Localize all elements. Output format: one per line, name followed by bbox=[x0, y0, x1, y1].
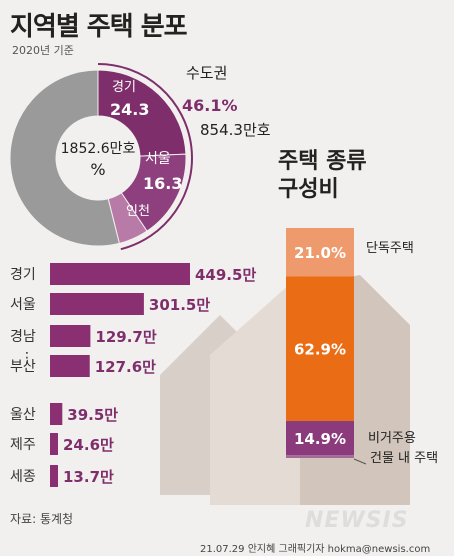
source-note: 자료: 통계청 bbox=[10, 512, 74, 526]
type-value-label-2: 14.9% bbox=[294, 430, 346, 448]
bar-category-4: 울산 bbox=[10, 407, 36, 423]
bar-value-label-4: 39.5만 bbox=[67, 406, 118, 424]
bar-2 bbox=[50, 325, 91, 347]
donut-value-gyeonggi: 24.3 bbox=[110, 100, 149, 119]
region-donut-chart: 1852.6만호 % 수도권 46.1% 854.3만호 경기 24.3 서울 … bbox=[9, 63, 271, 251]
bar-value-label-1: 301.5만 bbox=[149, 296, 210, 314]
type-name-nonresidential-0: 비거주용 bbox=[368, 431, 416, 446]
capital-region-bracket bbox=[97, 63, 193, 251]
bar-4 bbox=[50, 403, 63, 425]
type-value-label-0: 21.0% bbox=[294, 244, 346, 262]
bar-category-2: 경남 bbox=[10, 329, 36, 345]
bar-value-label-3: 127.6만 bbox=[95, 358, 156, 376]
donut-slice-3 bbox=[9, 69, 120, 247]
housing-type-stacked-bar: 21.0%62.9%14.9%단독주택아파트연립/다세대비거주용건물 내 주택 bbox=[286, 228, 438, 466]
bar-ellipsis: ⋮ bbox=[20, 350, 34, 366]
bar-value-label-6: 13.7만 bbox=[63, 468, 114, 486]
bar-category-0: 경기 bbox=[10, 267, 36, 283]
type-value-label-1: 62.9% bbox=[294, 341, 346, 359]
donut-value-seoul: 16.3 bbox=[143, 174, 182, 193]
capital-pct: 46.1% bbox=[182, 96, 238, 115]
bar-category-1: 서울 bbox=[10, 297, 36, 313]
housing-type-title-line1: 주택 종류 bbox=[278, 149, 367, 174]
donut-center-unit: % bbox=[90, 160, 105, 179]
bar-category-3: 부산 bbox=[10, 359, 36, 375]
type-segment-1 bbox=[286, 276, 354, 421]
bar-6 bbox=[50, 465, 58, 487]
donut-center-value: 1852.6만호 bbox=[61, 141, 136, 157]
bar-value-label-5: 24.6만 bbox=[63, 436, 114, 454]
bar-value-label-2: 129.7만 bbox=[95, 328, 156, 346]
housing-type-segments: 21.0%62.9%14.9%단독주택아파트연립/다세대비거주용건물 내 주택 bbox=[286, 228, 438, 466]
type-name-nonresidential-1: 건물 내 주택 bbox=[370, 451, 438, 466]
bar-5 bbox=[50, 433, 58, 455]
housing-type-title: 주택 종류 구성비 bbox=[278, 148, 367, 204]
bar-category-5: 제주 bbox=[10, 437, 36, 453]
credit-line: 21.07.29 안지혜 그래픽기자 hokma@newsis.com bbox=[200, 544, 431, 555]
bar-3 bbox=[50, 355, 90, 377]
nonresidential-leader-line bbox=[353, 458, 367, 465]
page-title: 지역별 주택 분포 bbox=[10, 12, 188, 42]
type-segment-3 bbox=[286, 455, 354, 458]
donut-label-gyeonggi: 경기 bbox=[112, 80, 136, 95]
type-segment-0 bbox=[286, 228, 354, 277]
type-segment-2 bbox=[286, 420, 354, 456]
donut-hole bbox=[56, 116, 140, 200]
donut-label-incheon: 인천 bbox=[126, 204, 150, 219]
donut-label-seoul: 서울 bbox=[145, 151, 171, 167]
base-year-note: 2020년 기준 bbox=[12, 44, 74, 57]
housing-type-title-line2: 구성비 bbox=[278, 177, 339, 202]
capital-count: 854.3만호 bbox=[200, 121, 271, 139]
type-name-detached: 단독주택 bbox=[366, 241, 414, 256]
capital-label: 수도권 bbox=[186, 64, 227, 82]
bar-category-6: 세종 bbox=[10, 469, 36, 485]
bar-0 bbox=[50, 263, 190, 285]
donut-segments bbox=[9, 63, 193, 251]
bar-value-label-0: 449.5만 bbox=[195, 266, 256, 284]
bar-1 bbox=[50, 293, 144, 315]
newsis-logo: NEWSIS bbox=[305, 508, 409, 533]
